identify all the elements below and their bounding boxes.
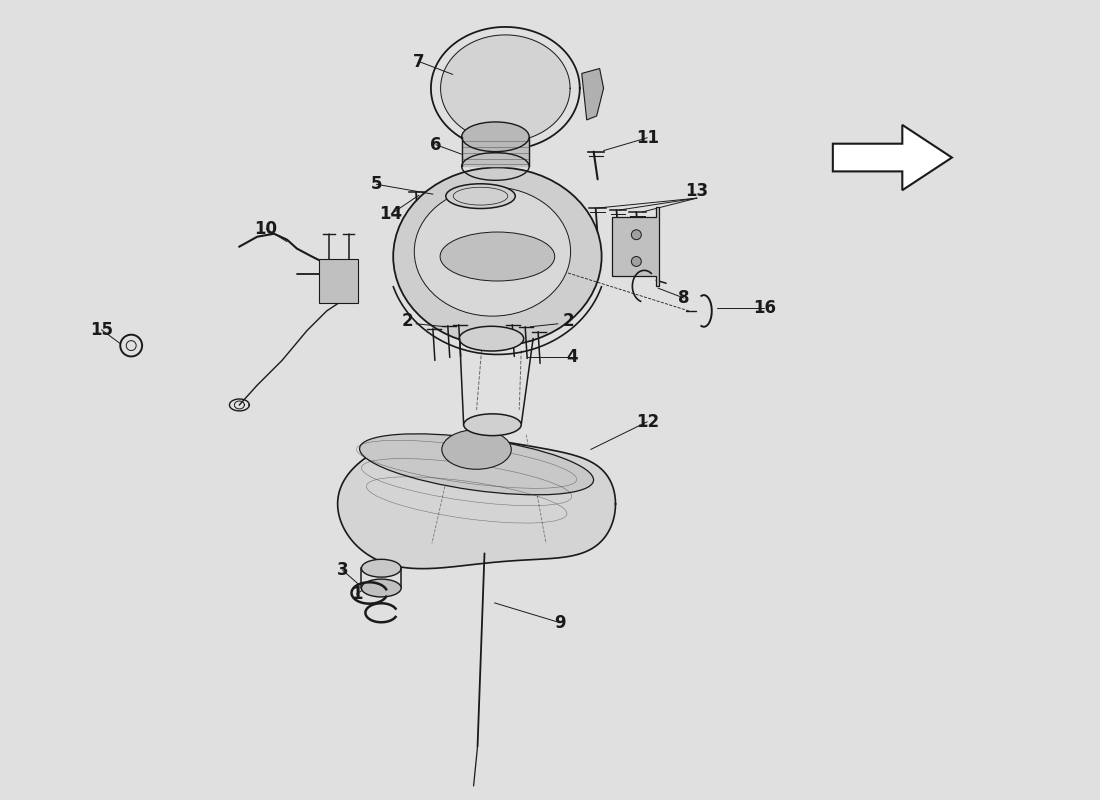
Polygon shape <box>441 35 570 142</box>
Text: 16: 16 <box>752 299 776 317</box>
Text: 2: 2 <box>563 312 574 330</box>
Ellipse shape <box>446 184 515 209</box>
Polygon shape <box>612 207 659 286</box>
Ellipse shape <box>464 414 521 436</box>
Ellipse shape <box>360 434 594 495</box>
Ellipse shape <box>415 187 571 316</box>
Text: 12: 12 <box>636 413 659 430</box>
Text: 14: 14 <box>379 205 403 223</box>
Ellipse shape <box>442 430 512 470</box>
Text: 10: 10 <box>255 220 277 238</box>
Text: 15: 15 <box>90 321 113 338</box>
Ellipse shape <box>462 122 529 152</box>
Text: 3: 3 <box>337 562 349 579</box>
Polygon shape <box>833 125 952 190</box>
Ellipse shape <box>459 326 524 351</box>
Circle shape <box>631 230 641 240</box>
Polygon shape <box>338 436 616 569</box>
Text: 6: 6 <box>430 136 441 154</box>
Bar <box>319 259 359 303</box>
Text: 9: 9 <box>554 614 565 632</box>
Text: 1: 1 <box>351 585 362 603</box>
Ellipse shape <box>362 559 402 577</box>
Text: 5: 5 <box>371 175 382 194</box>
Ellipse shape <box>362 579 402 597</box>
Ellipse shape <box>393 167 602 346</box>
Text: 11: 11 <box>636 129 659 146</box>
Text: 13: 13 <box>685 182 708 200</box>
Text: 4: 4 <box>566 349 578 366</box>
Text: 7: 7 <box>414 53 425 70</box>
Polygon shape <box>582 69 604 120</box>
Circle shape <box>631 257 641 266</box>
Ellipse shape <box>440 232 554 281</box>
Text: 8: 8 <box>679 289 690 307</box>
Text: 2: 2 <box>402 312 412 330</box>
